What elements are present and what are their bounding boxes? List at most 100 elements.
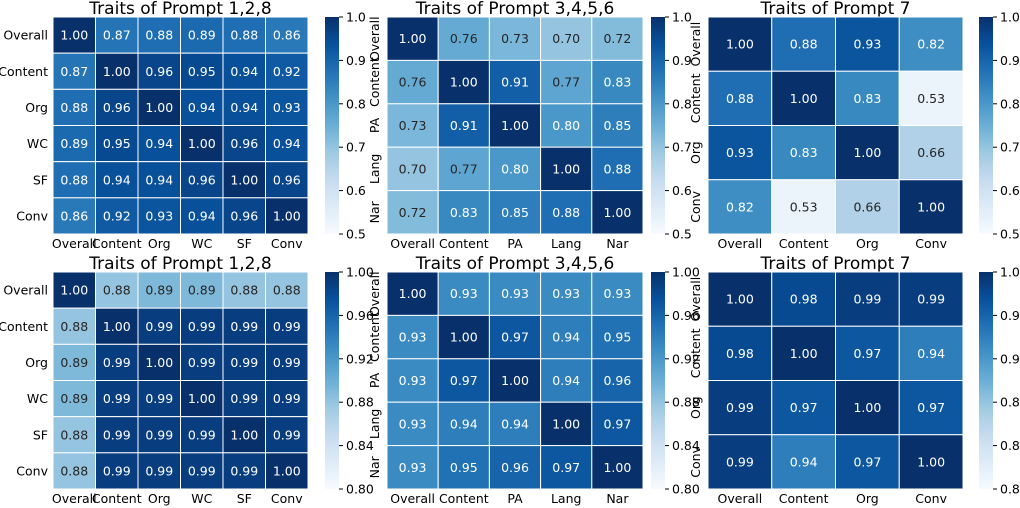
cell-value-label: 0.93 xyxy=(399,373,427,388)
cell-value-label: 0.93 xyxy=(399,330,427,345)
colorbar-tick-label: 1.0 xyxy=(346,10,366,25)
colorbar-tick-label: 1.00 xyxy=(346,265,374,280)
colorbar xyxy=(325,17,339,234)
cell-value-label: 1.00 xyxy=(450,330,478,345)
colorbar xyxy=(651,272,665,489)
colorbar xyxy=(651,17,665,234)
heatmap-cell xyxy=(52,125,96,163)
heatmap-cell xyxy=(180,452,224,490)
y-tick-label: Org xyxy=(688,141,703,164)
heatmap-cell xyxy=(52,16,96,54)
colorbar-tick-label: 0.80 xyxy=(346,482,374,497)
cell-value-label: 1.00 xyxy=(103,319,131,334)
cell-value-label: 0.99 xyxy=(273,355,301,370)
cell-value-label: 0.94 xyxy=(230,100,258,115)
heatmap-cell xyxy=(180,307,224,345)
heatmap-cell xyxy=(52,343,96,382)
cell-value-label: 1.00 xyxy=(603,205,631,220)
cell-value-label: 1.00 xyxy=(603,460,631,475)
chart-title: Traits of Prompt 7 xyxy=(760,254,911,274)
x-tick-label: Overall xyxy=(52,491,97,506)
cell-value-label: 0.99 xyxy=(188,427,216,442)
heatmap-cell xyxy=(180,416,224,454)
x-tick-label: WC xyxy=(191,236,212,251)
heatmap-cell xyxy=(437,401,490,447)
cell-value-label: 0.66 xyxy=(917,145,945,160)
heatmap-cell xyxy=(265,52,309,90)
cell-value-label: 0.94 xyxy=(230,64,258,79)
cell-value-label: 0.99 xyxy=(230,391,258,406)
cell-value-label: 0.94 xyxy=(552,330,580,345)
cell-value-label: 1.00 xyxy=(790,346,818,361)
cell-value-label: 0.87 xyxy=(60,64,88,79)
heatmap-cell xyxy=(437,146,490,192)
cell-value-label: 0.99 xyxy=(188,355,216,370)
cell-value-label: 0.93 xyxy=(501,286,529,301)
cell-value-label: 0.97 xyxy=(552,460,580,475)
y-tick-label: SF xyxy=(33,172,48,187)
heatmap-cell xyxy=(898,271,964,327)
heatmap-cell xyxy=(265,343,309,382)
cell-value-label: 0.53 xyxy=(917,91,945,106)
y-tick-label: WC xyxy=(27,136,48,151)
x-tick-label: Overall xyxy=(718,236,763,251)
cell-value-label: 0.77 xyxy=(450,161,478,176)
heatmap-cell xyxy=(265,161,309,199)
cell-value-label: 0.86 xyxy=(273,28,301,43)
cell-value-label: 0.96 xyxy=(230,208,258,223)
heatmap-cell xyxy=(137,452,181,490)
heatmap-cell xyxy=(180,380,224,418)
heatmap-cell xyxy=(386,401,439,447)
y-tick-label: Lang xyxy=(367,154,382,184)
heatmap-cell xyxy=(222,380,266,418)
heatmap-cell xyxy=(265,452,309,490)
heatmap-panel-2: Traits of Prompt 3,4,5,61.00 0.76 0.73 0.70… xyxy=(367,0,692,251)
heatmap-cell xyxy=(488,314,542,360)
colorbar-tick-label: 0.80 xyxy=(672,482,700,497)
heatmap-cell xyxy=(898,434,964,490)
y-tick-label: Conv xyxy=(16,208,48,223)
heatmap-cell xyxy=(386,146,439,192)
cell-value-label: 1.00 xyxy=(188,391,216,406)
cell-value-label: 0.99 xyxy=(145,319,173,334)
heatmap-cell xyxy=(265,88,309,127)
heatmap-cell xyxy=(180,52,224,90)
heatmap-cell xyxy=(835,271,900,327)
colorbar-tick-label: 0.7 xyxy=(672,140,692,155)
cell-value-label: 1.00 xyxy=(917,199,945,214)
cell-value-label: 0.93 xyxy=(145,208,173,223)
cell-value-label: 1.00 xyxy=(399,286,427,301)
heatmap-cell xyxy=(180,343,224,382)
heatmap-cell xyxy=(52,380,96,418)
y-tick-label: Org xyxy=(25,355,48,370)
cell-value-label: 1.00 xyxy=(230,427,258,442)
heatmap-cell xyxy=(591,146,644,192)
cell-value-label: 0.99 xyxy=(273,427,301,442)
cell-value-label: 0.88 xyxy=(60,463,88,478)
heatmap-cell xyxy=(835,16,900,72)
cell-value-label: 0.97 xyxy=(853,454,881,469)
cell-value-label: 0.99 xyxy=(917,292,945,307)
cell-value-label: 0.99 xyxy=(853,292,881,307)
cell-value-label: 0.83 xyxy=(853,91,881,106)
colorbar-tick-label: 0.84 xyxy=(1000,438,1020,453)
x-tick-label: SF xyxy=(237,236,252,251)
colorbar-tick-label: 0.8 xyxy=(1000,96,1020,111)
cell-value-label: 0.95 xyxy=(450,460,478,475)
heatmap-cell xyxy=(591,190,644,235)
y-tick-label: WC xyxy=(27,391,48,406)
heatmap-cell xyxy=(898,70,964,126)
colorbar-tick-label: 1.00 xyxy=(1000,265,1020,280)
heatmap-cell xyxy=(540,401,593,447)
cell-value-label: 0.73 xyxy=(399,118,427,133)
cell-value-label: 0.83 xyxy=(603,75,631,90)
heatmap-cell xyxy=(265,16,309,54)
cell-value-label: 0.96 xyxy=(145,64,173,79)
x-tick-label: Nar xyxy=(606,491,629,506)
x-tick-label: Content xyxy=(779,236,829,251)
cell-value-label: 0.83 xyxy=(450,205,478,220)
heatmap-cell xyxy=(771,434,836,490)
cell-value-label: 0.88 xyxy=(60,319,88,334)
y-tick-label: SF xyxy=(33,427,48,442)
heatmap-cell xyxy=(488,271,542,316)
